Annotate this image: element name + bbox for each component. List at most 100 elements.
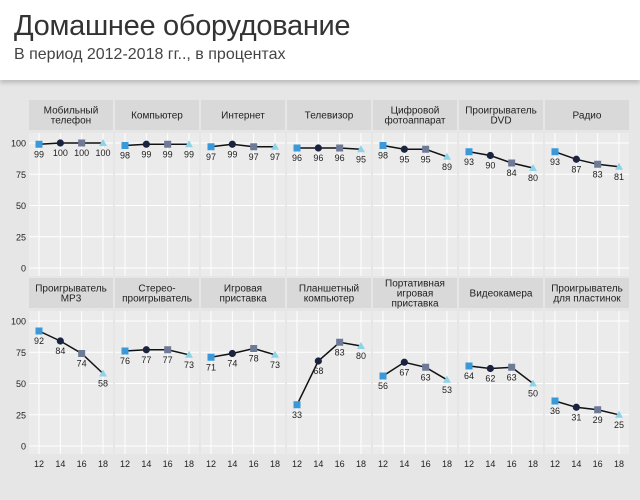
y-tick-label: 75 (16, 170, 26, 180)
x-tick-label: 18 (98, 459, 108, 469)
data-marker-circle (56, 139, 64, 147)
data-marker-triangle (357, 342, 365, 349)
data-label: 63 (421, 372, 431, 382)
data-marker-triangle (357, 145, 365, 153)
panel-label: игровая (397, 289, 434, 300)
panel-7: Радио 93 87 83 81 (545, 100, 629, 276)
data-label: 71 (206, 362, 216, 372)
plot-background (459, 311, 543, 454)
x-tick-label: 16 (593, 459, 603, 469)
panel-label: Интернет (221, 111, 265, 122)
data-label: 33 (292, 410, 302, 420)
data-marker-square (121, 347, 129, 355)
y-tick-label: 25 (16, 232, 26, 242)
x-tick-label: 12 (464, 459, 474, 469)
data-label: 100 (53, 148, 68, 158)
data-marker-square (551, 397, 559, 405)
data-marker-triangle (443, 375, 451, 383)
data-marker-circle (228, 349, 236, 358)
panel-label: Цифровой (391, 105, 440, 117)
data-label: 100 (95, 148, 110, 158)
panel-label: Радио (573, 111, 602, 122)
panel-label: Планшетный (299, 284, 359, 295)
data-marker-square (551, 148, 559, 156)
plot-background (29, 133, 113, 276)
data-marker-circle (142, 140, 150, 148)
y-tick-label: 50 (16, 379, 26, 389)
x-tick-label: 18 (184, 459, 194, 469)
series-line (38, 142, 103, 146)
data-marker-triangle (185, 140, 193, 148)
data-marker-square (78, 139, 86, 147)
data-marker-triangle (271, 142, 279, 150)
x-tick-label: 18 (270, 459, 280, 469)
plot-background (373, 133, 457, 276)
data-label: 53 (442, 385, 452, 395)
data-marker-triangle (99, 139, 107, 146)
data-label: 76 (120, 356, 130, 366)
x-tick-label: 14 (571, 459, 581, 469)
series-line (382, 361, 448, 381)
data-marker-square (594, 406, 602, 414)
panel-label: для пластинок (553, 294, 621, 305)
x-tick-label: 18 (528, 459, 538, 469)
panel-13: Видеокамера 64 62 63 50 12 14 16 18 (459, 278, 543, 469)
data-label: 87 (571, 164, 581, 174)
x-tick-label: 14 (485, 459, 495, 469)
data-marker-square (164, 140, 172, 148)
data-label: 84 (507, 168, 517, 178)
x-tick-label: 14 (313, 459, 323, 469)
x-tick-label: 14 (141, 459, 151, 469)
panel-label: Проигрыватель (465, 106, 537, 117)
data-marker-square (465, 362, 473, 370)
data-marker-triangle (443, 152, 451, 160)
data-label: 95 (399, 154, 409, 164)
data-marker-circle (486, 151, 494, 160)
panel-strip (373, 100, 457, 130)
y-tick-label: 25 (16, 410, 26, 420)
data-label: 74 (77, 359, 87, 369)
data-marker-triangle (99, 369, 107, 377)
data-marker-circle (572, 403, 580, 411)
panel-label: Компьютер (131, 111, 183, 122)
panel-label: Проигрыватель (35, 284, 107, 295)
data-label: 36 (550, 406, 560, 416)
data-label: 95 (421, 154, 431, 164)
data-label: 62 (485, 374, 495, 384)
data-marker-square (121, 142, 129, 149)
plot-background (545, 133, 629, 276)
data-label: 99 (163, 149, 173, 159)
x-tick-label: 16 (163, 459, 173, 469)
data-marker-triangle (529, 164, 537, 171)
series-line (210, 143, 275, 148)
panel-label: телефон (51, 115, 91, 127)
data-label: 84 (55, 346, 65, 356)
data-label: 63 (507, 372, 517, 382)
data-marker-square (379, 372, 387, 380)
panel-label: фотоаппарат (384, 115, 445, 127)
panel-2: Компьютер 98 99 99 99 (115, 100, 199, 276)
data-marker-square (35, 327, 43, 335)
panel-strip (201, 100, 285, 130)
panel-label: DVD (490, 116, 511, 127)
data-label: 95 (356, 154, 366, 164)
panel-label: компьютер (304, 294, 355, 305)
data-label: 96 (292, 153, 302, 163)
data-marker-circle (228, 140, 236, 148)
page-title: Домашнее оборудование (14, 10, 351, 42)
data-marker-square (164, 346, 172, 354)
data-marker-square (379, 142, 387, 149)
data-marker-square (422, 363, 430, 371)
series-line (382, 144, 448, 158)
series-line (296, 341, 362, 406)
panel-label: Стерео- (138, 284, 175, 295)
x-tick-label: 16 (421, 459, 431, 469)
panel-strip (29, 278, 113, 308)
x-tick-label: 12 (550, 459, 560, 469)
